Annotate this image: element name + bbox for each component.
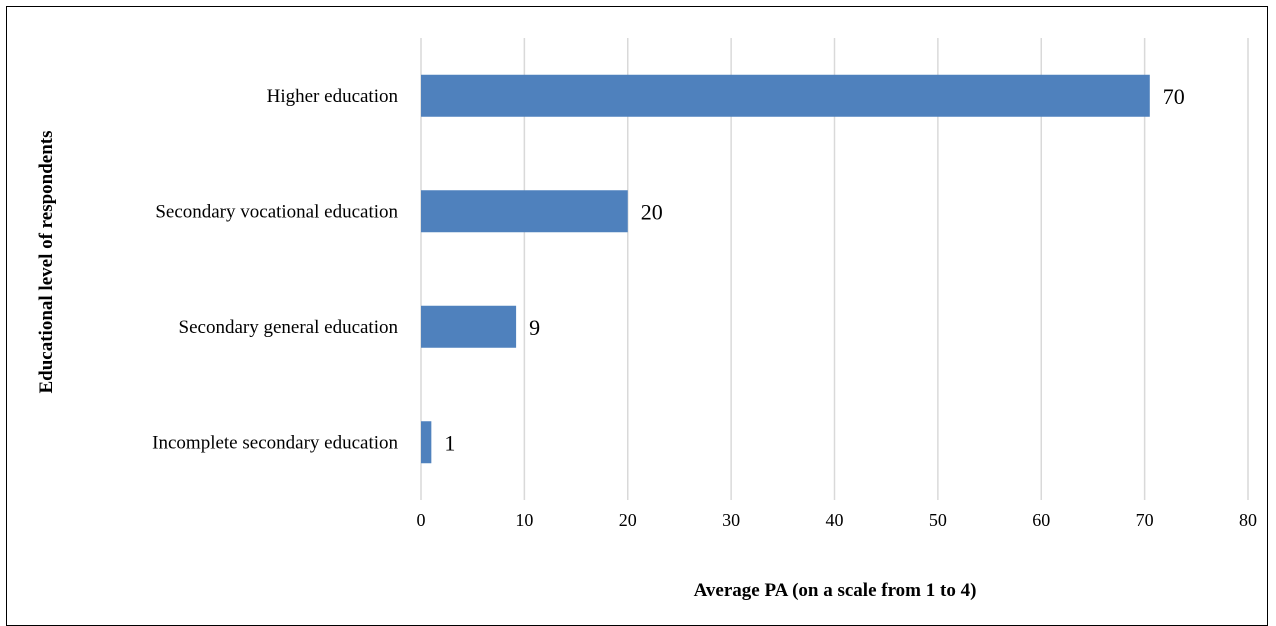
bar [421, 190, 628, 233]
x-axis-title: Average PA (on a scale from 1 to 4) [694, 580, 977, 601]
x-tick-label: 40 [826, 510, 844, 530]
bar [421, 74, 1150, 117]
x-tick-label: 70 [1136, 510, 1154, 530]
bar [421, 305, 517, 348]
category-labels: Higher education Secondary vocational edu… [152, 86, 398, 454]
x-tick-label: 10 [515, 510, 533, 530]
x-tick-label: 30 [722, 510, 740, 530]
x-tick-labels: 0 10 20 30 40 50 60 70 80 [417, 510, 1258, 530]
category-label: Secondary vocational education [155, 201, 398, 222]
category-label: Incomplete secondary education [152, 432, 398, 453]
x-tick-label: 60 [1032, 510, 1050, 530]
x-tick-label: 20 [619, 510, 637, 530]
x-tick-label: 50 [929, 510, 947, 530]
data-label: 1 [444, 430, 455, 455]
bar [421, 421, 432, 464]
data-labels: 70 20 9 1 [444, 84, 1184, 456]
category-label: Secondary general education [179, 317, 399, 338]
data-label: 70 [1163, 84, 1185, 109]
category-label: Higher education [267, 86, 399, 107]
data-label: 9 [529, 315, 540, 340]
data-label: 20 [641, 199, 663, 224]
bars [421, 74, 1150, 464]
x-tick-label: 80 [1239, 510, 1257, 530]
y-axis-title: Educational level of respondents [36, 130, 57, 393]
x-tick-label: 0 [417, 510, 426, 530]
